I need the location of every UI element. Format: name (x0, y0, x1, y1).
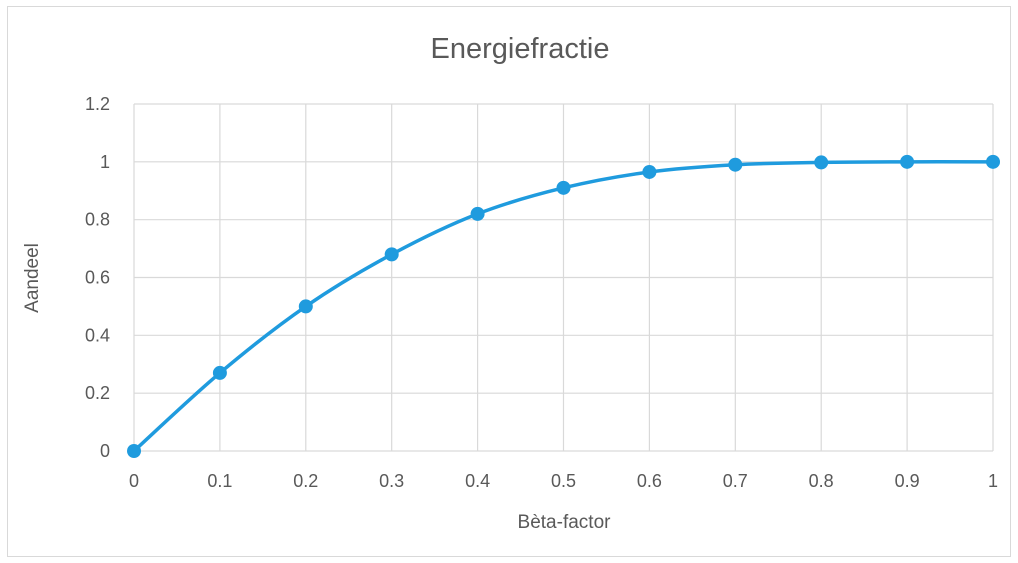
y-tick-label: 1 (100, 152, 110, 172)
x-tick-label: 0.5 (551, 471, 576, 491)
y-tick-labels: 0 0.2 0.4 0.6 0.8 1 1.2 (85, 94, 110, 461)
x-tick-label: 0.9 (895, 471, 920, 491)
x-tick-label: 0 (129, 471, 139, 491)
x-tick-label: 0.4 (465, 471, 490, 491)
y-tick-label: 0.2 (85, 383, 110, 403)
data-point (470, 206, 485, 221)
y-axis-title: Aandeel (22, 243, 43, 313)
x-tick-label: 0.2 (293, 471, 318, 491)
x-tick-label: 1 (988, 471, 998, 491)
data-point (728, 157, 743, 172)
chart-title: Energiefractie (431, 33, 610, 65)
data-point (212, 365, 227, 380)
x-axis-title: Bèta-factor (518, 512, 612, 533)
x-tick-label: 0.6 (637, 471, 662, 491)
data-point (642, 164, 657, 179)
chart-frame (7, 6, 1011, 557)
data-point (127, 444, 141, 458)
data-point (900, 154, 915, 169)
y-tick-label: 0.4 (85, 325, 110, 345)
y-tick-label: 1.2 (85, 94, 110, 114)
y-tick-label: 0.8 (85, 210, 110, 230)
x-tick-label: 0.8 (809, 471, 834, 491)
data-point (298, 299, 313, 314)
y-tick-label: 0 (100, 441, 110, 461)
x-tick-label: 0.7 (723, 471, 748, 491)
data-point (814, 155, 829, 170)
y-tick-label: 0.6 (85, 268, 110, 288)
data-point (384, 247, 399, 262)
data-point (556, 180, 571, 195)
data-points (127, 154, 1000, 458)
x-tick-labels: 0 0.1 0.2 0.3 0.4 0.5 0.6 0.7 0.8 0.9 1 (129, 471, 998, 491)
x-tick-label: 0.3 (379, 471, 404, 491)
x-tick-label: 0.1 (207, 471, 232, 491)
data-point (986, 154, 1000, 169)
grid-lines (133, 103, 994, 452)
